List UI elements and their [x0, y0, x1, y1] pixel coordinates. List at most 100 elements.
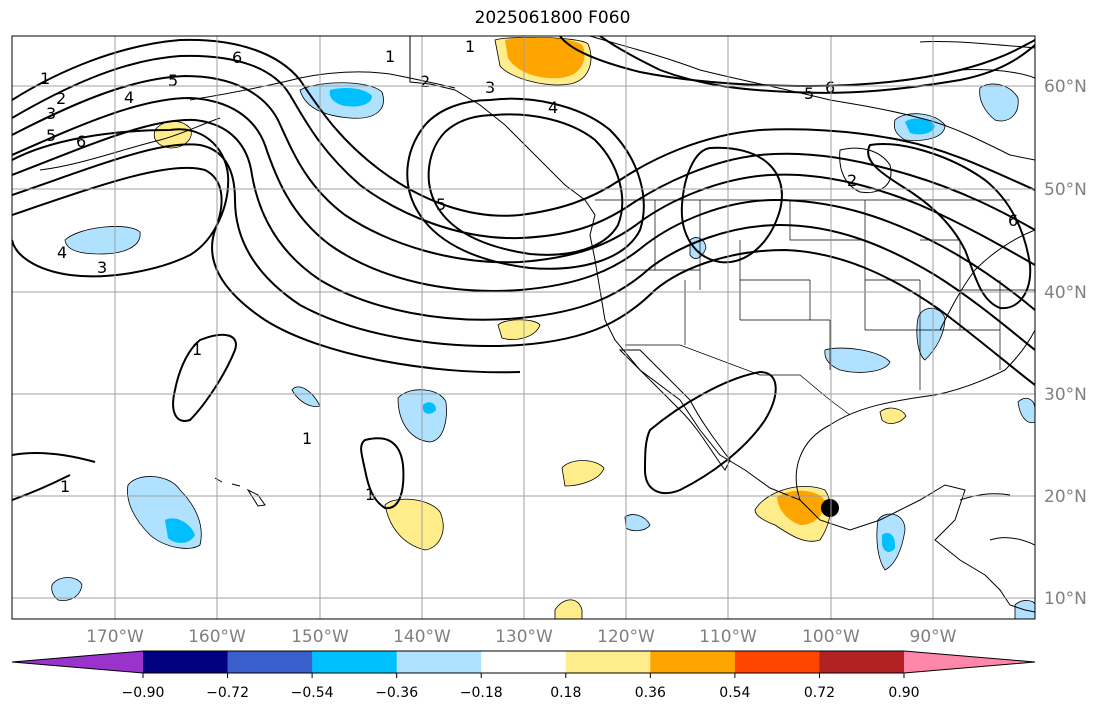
colorbar-tick-label: −0.90	[122, 685, 165, 701]
contour-label: 4	[124, 88, 134, 107]
coastline-canada-north	[589, 36, 1035, 161]
shaded-region-yellow	[497, 319, 541, 340]
shaded-region-blue	[905, 118, 935, 135]
shaded-region-blue	[423, 402, 436, 414]
contour-loop	[12, 128, 230, 278]
lat-label: 30°N	[1044, 385, 1087, 405]
contour-label: 3	[485, 78, 495, 97]
colorbar-tick-label: 0.36	[635, 685, 666, 701]
contour-label: 3	[46, 104, 56, 123]
shaded-region-lightblue	[64, 226, 141, 255]
contour-label: 5	[436, 195, 446, 214]
contour-label: 1	[365, 485, 375, 504]
lon-label: 160°W	[188, 627, 246, 647]
coastline-hawaii	[214, 477, 266, 507]
contour-loop	[680, 146, 783, 264]
coastline-caribbean	[959, 493, 1035, 546]
longitude-labels: 170°W 160°W 150°W 140°W 130°W 120°W 110°…	[86, 627, 957, 647]
contour-label: 5	[168, 71, 178, 90]
colorbar-segment	[734, 651, 820, 673]
shaded-region-blue	[329, 88, 372, 107]
contour-label: 6	[1008, 211, 1018, 230]
contour-label: 2	[56, 89, 66, 108]
shaded-region-lightblue	[624, 514, 651, 532]
contour-labels: 1 2 3 4 5 6 1 2 3 4 5 6 1 3 4 5 6 2 5 6 …	[40, 37, 1018, 504]
shaded-region-blue	[165, 518, 195, 543]
contour-line	[599, 36, 1035, 94]
state-lines-west	[625, 200, 830, 345]
shaded-region-orange	[505, 37, 585, 79]
contour-label: 2	[847, 171, 857, 190]
contour-line	[12, 54, 1035, 240]
contour-label: 3	[97, 258, 107, 277]
coastline-gulf	[795, 329, 1035, 501]
border-us-mexico	[625, 344, 851, 416]
lat-label: 20°N	[1044, 487, 1087, 507]
shaded-region-lightblue	[824, 347, 891, 373]
contour-label: 4	[57, 243, 67, 262]
contour-label: 1	[465, 37, 475, 56]
shaded-region-lightblue	[916, 307, 946, 361]
lon-label: 170°W	[86, 627, 144, 647]
contour-line	[12, 143, 1035, 386]
contour-loop-small	[360, 437, 405, 510]
graticule	[12, 36, 1035, 619]
lat-label: 60°N	[1044, 77, 1087, 97]
contour-label: 5	[804, 84, 814, 103]
colorbar-tick-label: 0.72	[804, 685, 835, 701]
colorbar-extend-high	[904, 651, 1035, 673]
contour-label: 6	[232, 48, 242, 67]
colorbar-segment	[650, 651, 736, 673]
colorbar-segment	[396, 651, 482, 673]
lon-label: 130°W	[495, 627, 553, 647]
colorbar-tick-label: −0.54	[291, 685, 334, 701]
colorbar-tick-label: 0.18	[550, 685, 581, 701]
contour-label: 4	[548, 98, 558, 117]
colorbar-segment	[481, 651, 567, 673]
lat-label: 50°N	[1044, 180, 1087, 200]
coastline-north-america	[409, 36, 1035, 613]
state-borders	[595, 199, 1035, 416]
contour-label: 2	[420, 72, 430, 91]
contour-label: 1	[192, 340, 202, 359]
contour-loop-small	[643, 370, 777, 495]
shaded-region-orange	[777, 490, 825, 525]
colorbar-segment	[227, 651, 313, 673]
shaded-region-yellow	[554, 599, 583, 619]
colorbar-extend-low	[12, 651, 143, 673]
contour-line	[12, 74, 1035, 266]
lon-label: 150°W	[291, 627, 349, 647]
colorbar-tick-label: 0.54	[719, 685, 750, 701]
colorbar-tick-label: 0.90	[888, 685, 919, 701]
lon-label: 140°W	[393, 627, 451, 647]
colorbar-tick-label: −0.36	[375, 685, 418, 701]
contour-line	[12, 38, 1035, 217]
colorbar-tick-label: −0.18	[460, 685, 503, 701]
lon-label: 110°W	[699, 627, 757, 647]
contour-loop	[427, 113, 624, 256]
contour-label: 5	[46, 126, 56, 145]
colorbar-segment	[819, 651, 905, 673]
contour-label: 6	[825, 78, 835, 97]
state-lines-east	[920, 239, 1035, 370]
latitude-labels: 60°N 50°N 40°N 30°N 20°N 10°N	[1044, 77, 1087, 609]
map-frame	[11, 35, 1036, 620]
contour-loop-small	[172, 333, 237, 422]
contour-label: 1	[40, 69, 50, 88]
contour-line	[12, 451, 96, 501]
contour-label: 1	[302, 429, 312, 448]
contour-label: 1	[385, 47, 395, 66]
contour-line	[12, 166, 521, 374]
lon-label: 90°W	[910, 627, 957, 647]
colorbar-segment	[565, 651, 651, 673]
shaded-region-lightblue	[1017, 397, 1035, 424]
contours	[12, 36, 1035, 510]
location-marker	[821, 499, 839, 517]
colorbar-segment	[312, 651, 398, 673]
lon-label: 120°W	[597, 627, 655, 647]
colorbar-tick-label: −0.72	[206, 685, 249, 701]
shaded-region-lightblue	[979, 83, 1019, 122]
shaded-region-yellow	[879, 407, 907, 424]
coastline-east	[939, 229, 1035, 331]
